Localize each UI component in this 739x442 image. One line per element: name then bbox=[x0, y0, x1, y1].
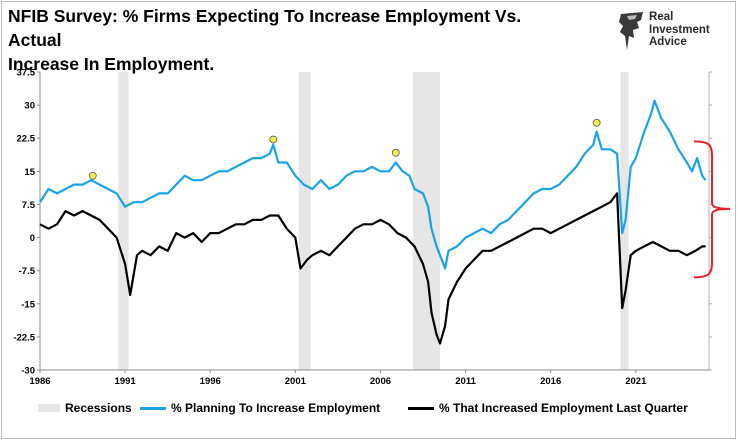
peak-marker bbox=[391, 148, 400, 157]
y-tick-label: -7.5 bbox=[19, 266, 36, 277]
recession-swatch bbox=[38, 404, 60, 412]
chart-title: NFIB Survey: % Firms Expecting To Increa… bbox=[8, 4, 568, 76]
brand-logo: Real Investment Advice bbox=[617, 10, 727, 56]
eagle-logo-icon bbox=[619, 12, 643, 50]
y-tick-label: -22.5 bbox=[13, 332, 35, 343]
y-tick-label: -15 bbox=[21, 299, 35, 310]
peak-marker bbox=[592, 118, 601, 127]
recession-band bbox=[118, 72, 129, 370]
title-line-2: Increase In Employment. bbox=[8, 54, 215, 74]
x-tick-label: 2006 bbox=[370, 376, 391, 387]
y-tick-label: 7.5 bbox=[22, 200, 36, 211]
peak-marker bbox=[88, 171, 97, 180]
brand-line-2: Investment bbox=[649, 23, 710, 36]
planning-swatch bbox=[140, 406, 166, 410]
x-tick-label: 1986 bbox=[29, 376, 50, 387]
legend-label-recessions: Recessions bbox=[65, 401, 132, 415]
legend-label-actual: % That Increased Employment Last Quarter bbox=[439, 401, 688, 415]
y-tick-label: 30 bbox=[24, 101, 35, 112]
legend-label-planning: % Planning To Increase Employment bbox=[171, 401, 381, 415]
y-tick-label: 37.5 bbox=[17, 68, 36, 79]
y-tick-label: 22.5 bbox=[17, 134, 36, 145]
x-tick-label: 1991 bbox=[115, 376, 137, 387]
red-bracket-annotation bbox=[693, 140, 731, 279]
y-tick-label: 0 bbox=[30, 233, 35, 244]
legend-item-planning: % Planning To Increase Employment bbox=[140, 401, 380, 415]
y-tick-label: -30 bbox=[21, 366, 35, 377]
legend-item-recessions: Recessions bbox=[38, 401, 132, 415]
brand-line-3: Advice bbox=[649, 36, 687, 48]
x-tick-label: 2011 bbox=[455, 376, 476, 387]
title-line-1: NFIB Survey: % Firms Expecting To Increa… bbox=[8, 6, 522, 50]
recession-band bbox=[412, 72, 441, 370]
x-tick-label: 2021 bbox=[625, 376, 647, 387]
x-tick-label: 2001 bbox=[285, 376, 307, 387]
chart-legend: Recessions % Planning To Increase Employ… bbox=[0, 399, 739, 419]
actual-swatch bbox=[408, 406, 434, 410]
actual-series-line bbox=[39, 192, 706, 345]
x-tick-label: 1996 bbox=[200, 376, 221, 387]
planning-series-line bbox=[39, 99, 707, 270]
peak-marker bbox=[269, 135, 278, 144]
x-tick-label: 2016 bbox=[540, 376, 561, 387]
brand-line-1: Real bbox=[649, 11, 674, 23]
legend-item-actual: % That Increased Employment Last Quarter bbox=[408, 401, 688, 415]
recession-band bbox=[298, 72, 311, 370]
y-tick-label: 15 bbox=[24, 167, 35, 178]
